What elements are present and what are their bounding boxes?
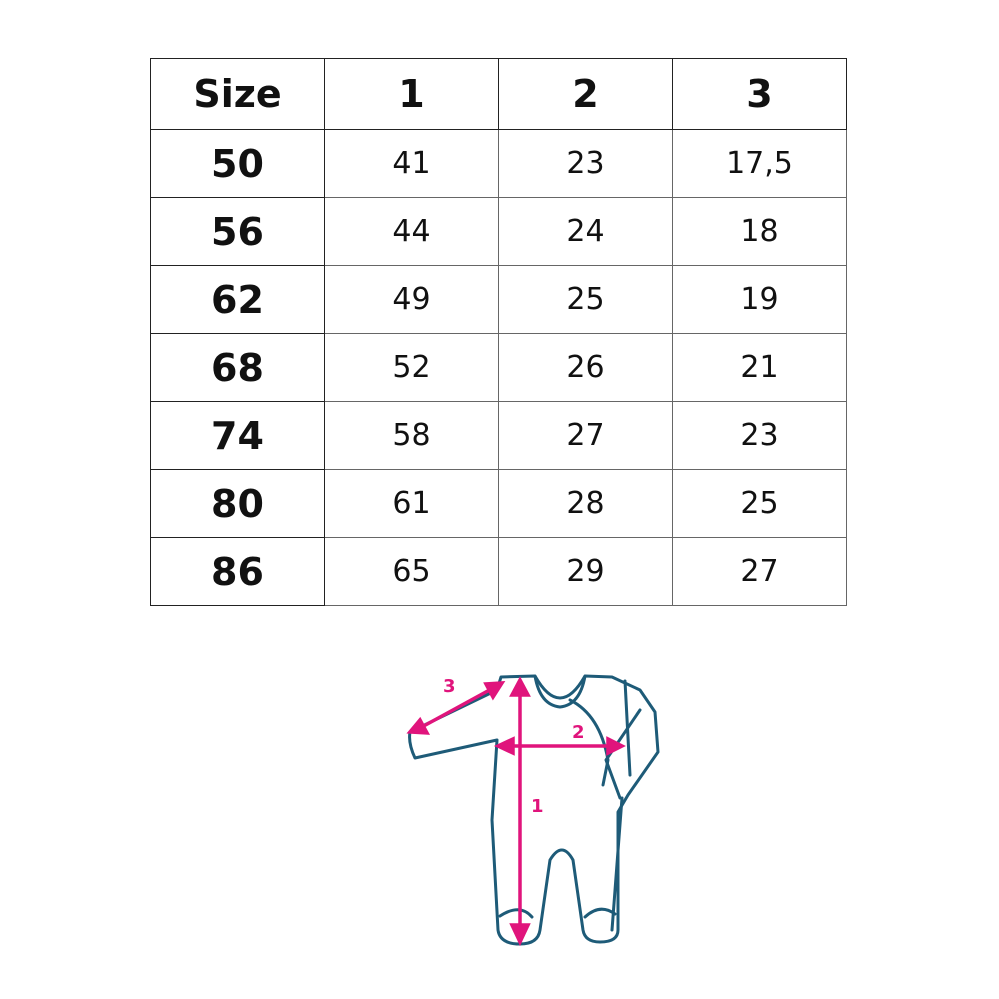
measurement-cell: 27 [498, 401, 673, 470]
table-row: 56 44 24 18 [150, 197, 847, 266]
measurement-cell: 23 [672, 401, 847, 470]
size-cell: 74 [150, 401, 325, 470]
measure-label-3: 3 [443, 676, 456, 697]
table-row: 74 58 27 23 [150, 401, 847, 470]
measure-label-1: 1 [531, 796, 544, 817]
measurement-cell: 52 [324, 333, 499, 402]
measurement-cell: 27 [672, 537, 847, 606]
measurement-cell: 41 [324, 129, 499, 198]
size-cell: 62 [150, 265, 325, 334]
size-cell: 56 [150, 197, 325, 266]
table-row: 68 52 26 21 [150, 333, 847, 402]
table-row: 62 49 25 19 [150, 265, 847, 334]
measurement-cell: 49 [324, 265, 499, 334]
table-row: 86 65 29 27 [150, 537, 847, 606]
measurement-cell: 44 [324, 197, 499, 266]
measurement-cell: 24 [498, 197, 673, 266]
size-cell: 68 [150, 333, 325, 402]
measurement-cell: 28 [498, 469, 673, 538]
measurement-cell: 17,5 [672, 129, 847, 198]
size-cell: 80 [150, 469, 325, 538]
measurement-cell: 18 [672, 197, 847, 266]
romper-outline [408, 674, 660, 946]
header-1: 1 [324, 58, 499, 130]
header-2: 2 [498, 58, 673, 130]
size-cell: 86 [150, 537, 325, 606]
header-size: Size [150, 58, 325, 130]
measurement-cell: 21 [672, 333, 847, 402]
measurement-arrows [406, 676, 626, 947]
measurement-cell: 25 [672, 469, 847, 538]
size-chart-table: Size 1 2 3 50 41 23 17,5 56 44 24 18 62 49 25 19 68 5… [150, 58, 847, 606]
measurement-cell: 58 [324, 401, 499, 470]
measure-label-2: 2 [572, 722, 585, 743]
table-row: 50 41 23 17,5 [150, 129, 847, 198]
measurement-cell: 61 [324, 469, 499, 538]
table-row: 80 61 28 25 [150, 469, 847, 538]
